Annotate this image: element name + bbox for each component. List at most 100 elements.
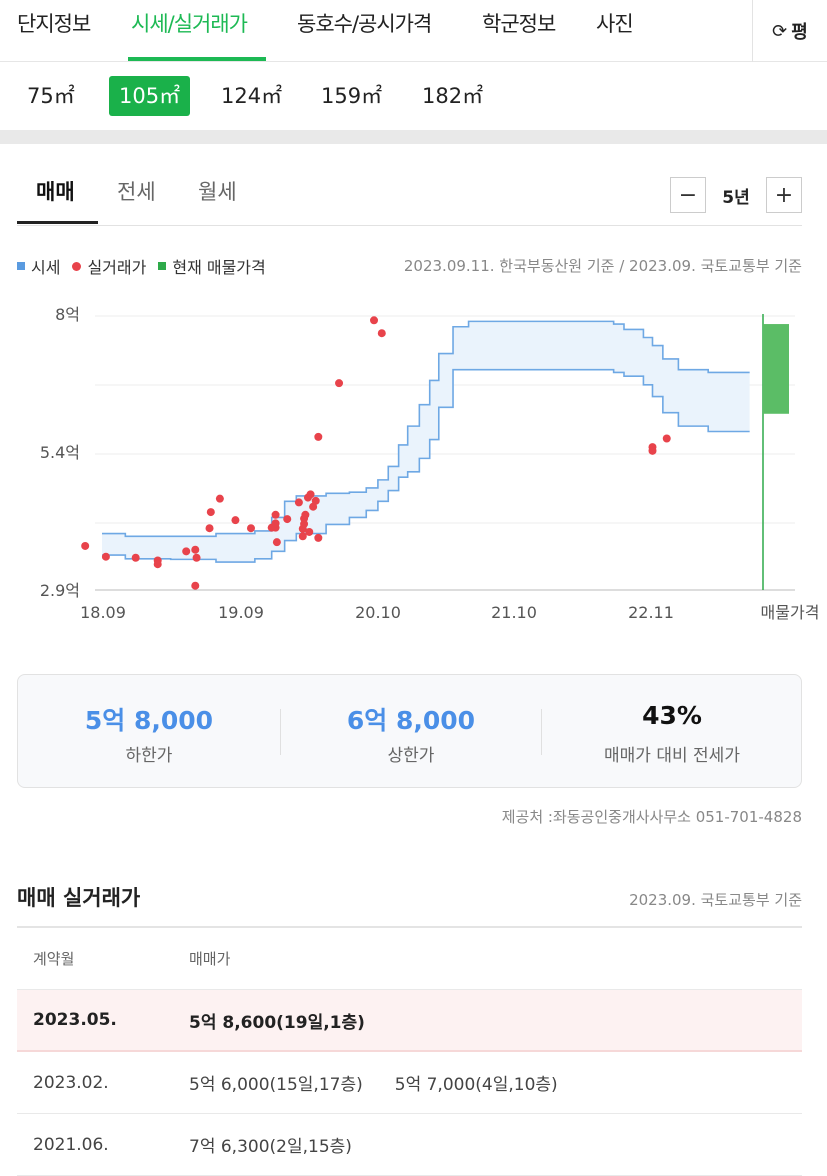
y-tick-label: 8억 <box>55 305 80 324</box>
legend-listing: 현재 매물가격 <box>158 254 266 278</box>
summary-upper: 6억 8,000 상한가 <box>280 675 542 787</box>
deal-point <box>215 494 224 503</box>
summary-ratio: 43% 매매가 대비 전세가 <box>541 675 803 787</box>
lower-price-label: 하한가 <box>125 746 173 766</box>
legend-actual-label: 실거래가 <box>87 258 147 277</box>
deal-point <box>191 545 200 554</box>
area-105[interactable]: 105㎡ <box>109 76 191 116</box>
jeonse-ratio-label: 매매가 대비 전세가 <box>604 746 740 766</box>
x-tick-label: 19.09 <box>218 603 264 622</box>
row-price: 5억 7,000(4일,10층) <box>394 1075 558 1095</box>
tab-sale[interactable]: 매매 <box>36 180 75 204</box>
legend-market-label: 시세 <box>31 258 61 277</box>
deal-point <box>206 508 215 517</box>
table-row[interactable]: 2021.06. 7억 6,300(2일,15층) <box>17 1114 802 1176</box>
tab-jeonse[interactable]: 전세 <box>117 180 156 204</box>
market-lower-line <box>102 368 750 563</box>
tab-school[interactable]: 학군정보 <box>482 12 556 36</box>
jeonse-ratio-value: 43% <box>642 701 702 730</box>
legend-actual: 실거래가 <box>72 254 146 278</box>
deal-point <box>370 316 379 325</box>
row-price: 5억 6,000(15일,17층) <box>189 1075 363 1095</box>
deal-point <box>272 538 281 547</box>
deal-point <box>81 541 90 550</box>
active-tab-underline <box>128 57 266 61</box>
trades-table: 계약월 매매가 2023.05. 5억 8,600(19일,1층) 2023.0… <box>17 926 802 1176</box>
tab-photos[interactable]: 사진 <box>596 12 634 36</box>
deal-point <box>311 496 320 505</box>
deal-point <box>271 519 280 528</box>
row-month: 2023.05. <box>33 1010 117 1030</box>
deal-point <box>182 547 191 556</box>
deal-point <box>246 524 255 533</box>
row-month: 2023.02. <box>33 1072 109 1093</box>
price-summary: 5억 8,000 하한가 6억 8,000 상한가 43% 매매가 대비 전세가 <box>17 674 802 788</box>
legend-listing-label: 현재 매물가격 <box>172 258 266 277</box>
section-divider <box>0 130 827 144</box>
deal-point <box>301 510 310 519</box>
tab-unit-public-price[interactable]: 동호수/공시가격 <box>297 12 432 36</box>
deal-point <box>648 446 657 455</box>
market-swatch-icon <box>17 262 25 270</box>
row-month: 2021.06. <box>33 1134 109 1155</box>
row-prices: 5억 8,600(19일,1층) <box>189 1008 802 1033</box>
period-label: 5년 <box>722 188 750 208</box>
summary-lower: 5억 8,000 하한가 <box>18 675 280 787</box>
deal-point <box>305 527 314 536</box>
x-tick-label: 20.10 <box>355 603 401 622</box>
deal-point <box>335 379 344 388</box>
area-selector: 75㎡ 105㎡ 124㎡ 159㎡ 182㎡ <box>0 62 827 130</box>
row-price: 5억 8,600(19일,1층) <box>189 1012 365 1033</box>
x-tick-label: 21.10 <box>491 603 537 622</box>
table-row[interactable]: 2023.02. 5억 6,000(15일,17층) 5억 7,000(4일,1… <box>17 1052 802 1114</box>
trades-title: 매매 실거래가 <box>17 886 141 910</box>
refresh-icon: ⟳ <box>772 20 788 42</box>
x-tick-label: 18.09 <box>80 603 126 622</box>
deal-point <box>192 553 201 562</box>
upper-price-label: 상한가 <box>387 746 435 766</box>
upper-price-value: 6억 8,000 <box>346 706 476 735</box>
tab-monthly-rent[interactable]: 월세 <box>198 180 237 204</box>
area-159[interactable]: 159㎡ <box>321 84 383 108</box>
deal-point <box>205 524 214 533</box>
deal-point <box>191 581 200 590</box>
summary-divider <box>280 709 281 755</box>
area-124[interactable]: 124㎡ <box>221 84 283 108</box>
top-nav: 단지정보 시세/실거래가 동호수/공시가격 학군정보 사진 ⟳ 평 <box>0 0 827 62</box>
trades-basis: 2023.09. 국토교통부 기준 <box>629 891 802 909</box>
deal-point <box>306 490 315 499</box>
tab-complex-info[interactable]: 단지정보 <box>17 12 91 36</box>
tab-price[interactable]: 시세/실거래가 <box>131 12 248 36</box>
chart-basis-note: 2023.09.11. 한국부동산원 기준 / 2023.09. 국토교통부 기… <box>403 257 802 275</box>
header-price: 매매가 <box>189 950 231 968</box>
deal-point <box>101 552 110 561</box>
deal-point <box>271 510 280 519</box>
deal-point <box>283 515 292 524</box>
pyeong-toggle-button[interactable]: ⟳ 평 <box>752 0 827 62</box>
market-band <box>102 321 750 563</box>
deal-tab-underline <box>17 221 98 224</box>
deal-point <box>231 516 240 525</box>
deal-point <box>377 329 386 338</box>
period-minus-button[interactable]: − <box>670 177 706 213</box>
legend-market: 시세 <box>17 254 60 278</box>
market-upper-line <box>102 320 750 538</box>
area-182[interactable]: 182㎡ <box>422 84 484 108</box>
deal-point <box>314 432 323 441</box>
listing-range-bar <box>763 324 789 414</box>
row-prices: 5억 6,000(15일,17층) 5억 7,000(4일,10층) <box>189 1070 802 1095</box>
area-75[interactable]: 75㎡ <box>27 84 75 108</box>
deal-point <box>153 560 162 569</box>
table-row[interactable]: 2023.05. 5억 8,600(19일,1층) <box>17 990 802 1052</box>
period-plus-button[interactable]: + <box>766 177 802 213</box>
provider-note: 제공처 :좌동공인중개사사무소 051-701-4828 <box>501 808 802 826</box>
chart-legend: 시세 실거래가 현재 매물가격 <box>17 254 278 278</box>
y-tick-label: 5.4억 <box>40 443 80 462</box>
row-prices: 7억 6,300(2일,15층) <box>189 1132 802 1157</box>
price-chart: 2.9억 5.4억 8억 18.09 19.09 20.10 21.10 22.11 매물가격 <box>40 305 820 622</box>
deal-point <box>662 434 671 443</box>
y-tick-label: 2.9억 <box>40 581 80 600</box>
table-header: 계약월 매매가 <box>17 928 802 990</box>
deal-point <box>314 533 323 542</box>
x-tick-label: 22.11 <box>628 603 674 622</box>
